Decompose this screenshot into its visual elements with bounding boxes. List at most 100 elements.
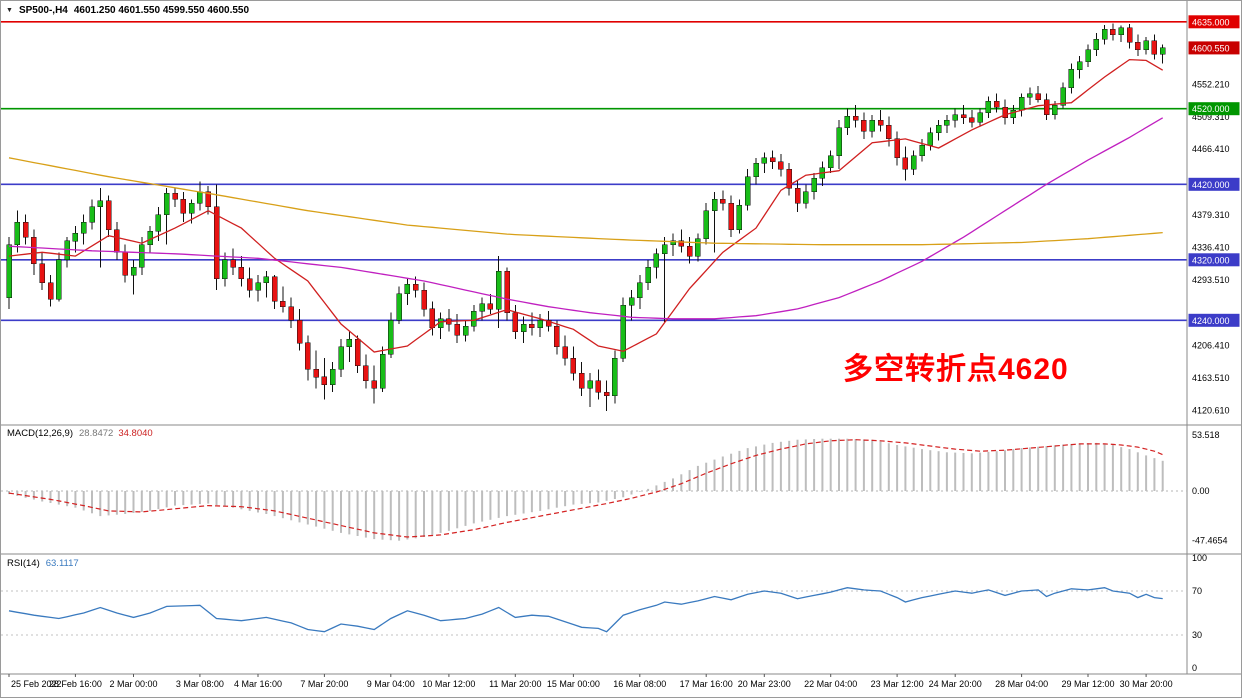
candle-up	[1060, 87, 1066, 106]
candle-down	[363, 365, 369, 381]
symbol-dropdown-arrow[interactable]: ▼	[6, 7, 13, 14]
ma-slow-line[interactable]	[8, 157, 1163, 246]
candle-up	[188, 202, 195, 214]
candle-down	[886, 125, 892, 140]
candle-up	[761, 157, 768, 164]
price-scale[interactable]: 4552.210 4509.310 4466.410 4379.310 4336.410…	[1188, 15, 1240, 416]
candle-up	[263, 276, 270, 283]
candle-up	[1085, 49, 1091, 63]
candle-down	[554, 326, 560, 347]
time-axis-label: 2 Mar 00:00	[109, 679, 157, 689]
candle-up	[711, 199, 718, 211]
ma-fast-line[interactable]	[8, 58, 1164, 353]
candle-up	[1093, 38, 1100, 51]
main-chart-panel[interactable]	[1, 20, 1187, 411]
time-axis-label: 23 Mar 12:00	[871, 679, 924, 689]
candle-up	[803, 191, 809, 204]
time-axis-label: 10 Mar 12:00	[422, 679, 475, 689]
candle-down	[180, 199, 187, 214]
rsi-line	[8, 587, 1163, 633]
rsi-indicator-label: RSI(14) 63.1117	[7, 558, 79, 569]
candle-up	[64, 240, 70, 261]
rsi-axis-label: 30	[1192, 630, 1202, 640]
candle-up	[1101, 29, 1108, 40]
candle-up	[1052, 104, 1058, 116]
time-axis-label: 4 Mar 16:00	[234, 679, 282, 689]
candle-down	[454, 323, 460, 336]
candle-down	[769, 157, 776, 162]
candle-down	[852, 116, 859, 121]
candle-up	[147, 230, 153, 245]
candle-down	[313, 369, 319, 378]
candle-up	[222, 259, 228, 279]
candle-up	[1118, 27, 1124, 35]
macd-panel[interactable]: 53.518 0.00 -47.4654	[1, 430, 1228, 546]
macd-signal-value: 34.8040	[118, 428, 153, 439]
rsi-axis-label: 0	[1192, 663, 1197, 673]
price-badge	[1188, 41, 1240, 55]
candle-down	[861, 119, 867, 132]
ma-medium-line[interactable]	[8, 117, 1164, 320]
candle-up	[404, 283, 411, 295]
candle-up	[661, 244, 668, 255]
price-badge-label: 4520.000	[1192, 104, 1230, 114]
candle-down	[1135, 41, 1141, 51]
candle-up	[130, 267, 137, 276]
candlestick-series	[6, 23, 1166, 411]
candle-up	[1027, 93, 1033, 98]
candle-up	[628, 297, 635, 306]
candle-up	[346, 338, 353, 348]
macd-axis-label: 0.00	[1192, 486, 1210, 496]
candle-down	[720, 199, 726, 204]
macd-histogram	[8, 438, 1164, 541]
symbol-title-bar: ▼ SP500-,H4 4601.250 4601.550 4599.550 4…	[6, 5, 249, 16]
candle-up	[155, 214, 162, 232]
candle-down	[487, 303, 494, 310]
time-axis-label: 28 Mar 04:00	[995, 679, 1048, 689]
candle-down	[1151, 40, 1158, 55]
time-axis-label: 17 Mar 16:00	[680, 679, 733, 689]
time-axis-label: 20 Mar 23:00	[738, 679, 791, 689]
price-axis-label: 4163.510	[1192, 373, 1230, 383]
price-axis-label: 4552.210	[1192, 79, 1230, 89]
price-axis-label: 4293.510	[1192, 275, 1230, 285]
candle-down	[354, 338, 361, 366]
candle-down	[114, 229, 120, 253]
candle-down	[296, 320, 303, 344]
time-axis-label: 25 Feb 2022	[11, 679, 62, 689]
candle-up	[827, 155, 834, 168]
candle-down	[545, 320, 552, 327]
candle-up	[653, 253, 660, 268]
candle-down	[22, 221, 29, 238]
price-badge-label: 4635.000	[1192, 17, 1230, 27]
time-axis-label: 28 Feb 16:00	[49, 679, 102, 689]
price-badge-label: 4320.000	[1192, 255, 1230, 265]
symbol-name: SP500-,H4	[18, 5, 68, 16]
candle-up	[1068, 69, 1075, 88]
candle-up	[479, 303, 485, 312]
price-axis-label: 4206.410	[1192, 341, 1230, 351]
candle-up	[919, 144, 925, 156]
candle-down	[778, 161, 784, 170]
candle-down	[371, 380, 377, 389]
candle-up	[97, 200, 104, 208]
candle-down	[603, 391, 610, 397]
candle-up	[1010, 109, 1017, 119]
price-badge-label: 4600.550	[1192, 43, 1230, 53]
candle-down	[969, 117, 975, 123]
candle-down	[578, 372, 585, 389]
candle-up	[396, 293, 402, 321]
macd-signal-line	[8, 439, 1163, 538]
rsi-panel[interactable]: 100 70 30 0	[1, 553, 1207, 673]
candle-down	[238, 267, 245, 279]
annotation-text[interactable]: 多空转折点4620	[843, 353, 1069, 386]
candle-down	[47, 282, 54, 300]
candle-up	[736, 205, 743, 230]
candle-up	[977, 112, 983, 123]
time-axis-label: 29 Mar 12:00	[1061, 679, 1114, 689]
candle-down	[960, 114, 967, 119]
candle-down	[1035, 93, 1041, 100]
candle-down	[305, 342, 311, 370]
